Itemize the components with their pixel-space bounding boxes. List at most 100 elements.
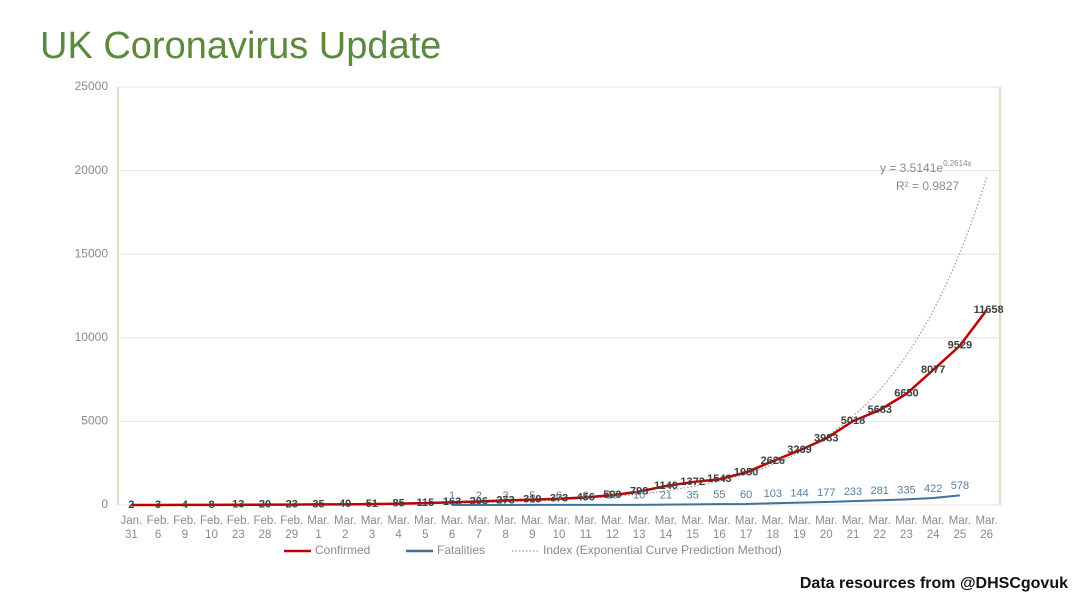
data-label: 1543 — [707, 473, 731, 485]
data-label: 2 — [476, 490, 482, 502]
data-label: 4 — [182, 499, 189, 511]
data-label: 23 — [286, 499, 298, 511]
data-label: 35 — [687, 489, 699, 501]
trend-equation-exponent: 0.2614x — [943, 159, 971, 168]
trend-r2: R² = 0.9827 — [896, 179, 959, 193]
data-label: 5 — [529, 490, 535, 502]
data-label: 85 — [393, 497, 405, 509]
trendline — [131, 177, 988, 506]
data-label: 422 — [924, 483, 942, 495]
x-tick-label: Mar. — [334, 515, 356, 527]
data-label: 273 — [496, 494, 514, 506]
x-tick-label: 3 — [369, 529, 375, 541]
x-tick-label: 23 — [232, 529, 245, 541]
x-tick-label: 28 — [259, 529, 272, 541]
x-tick-label: Feb. — [147, 515, 170, 527]
x-tick-label: Mar. — [601, 515, 623, 527]
x-tick-label: Mar. — [681, 515, 703, 527]
x-tick-label: Mar. — [708, 515, 730, 527]
x-tick-label: Feb. — [200, 515, 223, 527]
data-label: 10 — [633, 490, 645, 502]
data-label: 8077 — [921, 364, 945, 376]
x-tick-label: 21 — [847, 529, 860, 541]
x-tick-label: Mar. — [414, 515, 436, 527]
data-label: 2 — [128, 499, 134, 511]
x-tick-label: Mar. — [521, 515, 543, 527]
plot-border — [117, 86, 1001, 506]
x-tick-label: Mar. — [788, 515, 810, 527]
x-tick-label: Jan. — [120, 515, 142, 527]
data-label: 319 — [523, 494, 541, 506]
x-tick-label: Mar. — [949, 515, 971, 527]
x-tick-label: 12 — [606, 529, 619, 541]
x-tick-label: Mar. — [762, 515, 784, 527]
x-tick-label: Mar. — [548, 515, 570, 527]
legend-label: Confirmed — [315, 543, 370, 557]
x-tick-label: Mar. — [815, 515, 837, 527]
x-tick-label: 8 — [502, 529, 508, 541]
data-label: 21 — [660, 490, 672, 502]
x-tick-label: 4 — [395, 529, 402, 541]
data-label: 10 — [606, 490, 618, 502]
source-note: Data resources from @DHSCgovuk — [800, 575, 1068, 592]
data-label: 1950 — [734, 466, 758, 478]
x-tick-label: 25 — [954, 529, 967, 541]
data-label: 373 — [550, 493, 568, 505]
x-tick-label: Mar. — [441, 515, 463, 527]
data-label: 20 — [259, 499, 271, 511]
chart-title: UK Coronavirus Update — [40, 25, 441, 67]
x-tick-label: Mar. — [307, 515, 329, 527]
data-label: 60 — [740, 489, 752, 501]
data-label: 233 — [844, 486, 862, 498]
data-label: 281 — [871, 485, 889, 497]
x-tick-label: 7 — [476, 529, 482, 541]
data-label: 335 — [897, 484, 915, 496]
x-tick-label: 18 — [766, 529, 779, 541]
data-label: 456 — [577, 491, 595, 503]
x-tick-label: Feb. — [227, 515, 250, 527]
data-label: 177 — [817, 487, 835, 499]
x-tick-label: 22 — [873, 529, 886, 541]
x-tick-label: Mar. — [361, 515, 383, 527]
series-line — [452, 494, 961, 506]
x-tick-label: 9 — [529, 529, 535, 541]
x-tick-label: 15 — [686, 529, 699, 541]
data-label: 3269 — [787, 444, 811, 456]
x-tick-label: Mar. — [468, 515, 490, 527]
x-tick-label: Mar. — [975, 515, 997, 527]
trend-equation-base: y = 3.5141e — [880, 161, 943, 175]
data-label: 8 — [208, 499, 214, 511]
data-label: 5683 — [867, 404, 891, 416]
trend-equation: y = 3.5141e0.2614x — [880, 159, 972, 175]
data-label: 1 — [449, 490, 455, 502]
x-tick-label: Feb. — [280, 515, 303, 527]
x-tick-label: Mar. — [895, 515, 917, 527]
x-tick-label: 29 — [285, 529, 298, 541]
data-label: 2626 — [761, 455, 785, 467]
data-label: 11658 — [974, 304, 1004, 316]
x-tick-label: 23 — [900, 529, 913, 541]
data-label: 51 — [366, 498, 378, 510]
data-label: 1140 — [654, 480, 678, 492]
data-label: 578 — [951, 480, 969, 492]
data-label: 13 — [232, 499, 244, 511]
data-label: 9529 — [948, 340, 972, 352]
x-tick-label: Mar. — [842, 515, 864, 527]
legend-label: Fatalities — [437, 543, 485, 557]
x-tick-label: Mar. — [628, 515, 650, 527]
x-tick-label: 1 — [315, 529, 321, 541]
y-tick-label: 10000 — [75, 330, 109, 344]
x-tick-label: Mar. — [869, 515, 891, 527]
y-tick-label: 15000 — [75, 246, 109, 260]
x-tick-label: Mar. — [575, 515, 597, 527]
data-label: 35 — [312, 498, 324, 510]
x-tick-label: 31 — [125, 529, 138, 541]
data-label: 3983 — [814, 432, 838, 444]
data-label: 115 — [416, 497, 434, 509]
data-label: 1372 — [680, 476, 704, 488]
x-tick-label: Mar. — [387, 515, 409, 527]
x-tick-label: 26 — [980, 529, 993, 541]
x-tick-label: 24 — [927, 529, 940, 541]
x-tick-label: 16 — [713, 529, 726, 541]
x-tick-label: 11 — [580, 529, 592, 541]
